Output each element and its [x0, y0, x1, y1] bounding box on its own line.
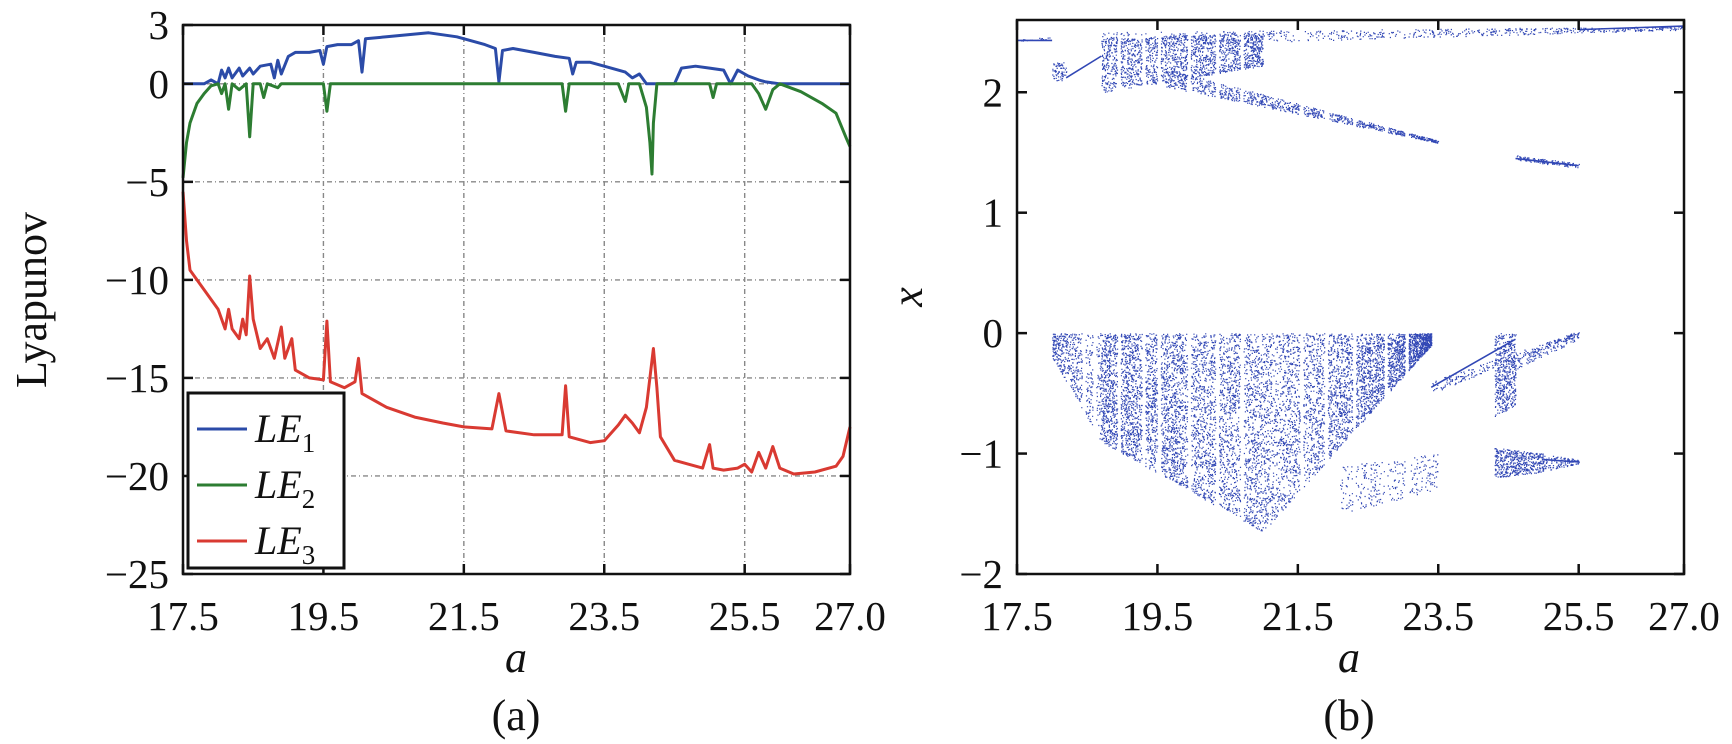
- panel-a-x-tick-label: 27.0: [814, 593, 886, 639]
- panel-a-y-tick-label: −5: [125, 159, 169, 205]
- panel-b-x-axis-title: a: [1338, 633, 1360, 682]
- panel-a-x-tick-label: 19.5: [288, 593, 360, 639]
- panel-a-y-tick-label: 0: [149, 61, 170, 107]
- bifurcation-branch: [1065, 55, 1102, 79]
- panel-a-y-tick-label: −25: [105, 551, 169, 597]
- series-line-le1: [183, 31, 850, 86]
- legend-box: [186, 391, 346, 570]
- bifurcation-branch: [1515, 157, 1579, 167]
- panel-b-y-tick-label: 0: [983, 310, 1004, 356]
- panel-a-y-axis-title: Lyapunov: [7, 212, 56, 388]
- bifurcation-points: [1020, 26, 1685, 532]
- series-line-le3: [181, 191, 852, 476]
- panel-a-legend: LE1 LE2 LE3: [186, 391, 346, 570]
- panel-a-y-tick-label: −20: [105, 453, 169, 499]
- panel-a-y-tick-label: 3: [149, 2, 170, 48]
- panel-b-x-tick-label: 23.5: [1402, 593, 1474, 639]
- panel-b-x-tick-label: 17.5: [981, 593, 1053, 639]
- panel-b-y-tick-label: 1: [983, 190, 1004, 236]
- panel-a-caption: (a): [492, 691, 541, 740]
- panel-a-y-tick-label: −10: [105, 257, 169, 303]
- panel-a-x-tick-label: 21.5: [428, 593, 500, 639]
- panel-b-y-tick-label: 2: [983, 69, 1004, 115]
- panel-b-caption: (b): [1323, 691, 1374, 740]
- panel-b-bifurcation-chart: 17.5 19.5 21.5 23.5 25.5 27.0 2 1 0 −1 −2 x a (b): [883, 18, 1720, 740]
- panel-a-ticks: 17.5 19.5 21.5 23.5 25.5 27.0 3 0 −5 −10 −15 −20 −25: [105, 2, 886, 639]
- legend-label-le1: LE1: [254, 406, 315, 458]
- series-line-le2: [181, 82, 852, 179]
- panel-b-x-tick-label: 19.5: [1122, 593, 1194, 639]
- bifurcation-branch: [1430, 338, 1516, 389]
- legend-label-le2: LE2: [254, 462, 315, 514]
- panel-b-x-tick-label: 21.5: [1262, 593, 1334, 639]
- panel-b-y-tick-label: −2: [959, 551, 1003, 597]
- bifurcation-branch: [1543, 458, 1579, 463]
- bifurcation-branch: [1578, 25, 1685, 31]
- panel-a-x-axis-title: a: [505, 633, 527, 682]
- panel-b-x-tick-label: 25.5: [1543, 593, 1615, 639]
- panel-a-series-lines: [181, 31, 852, 476]
- panel-b-plot-frame: [1015, 18, 1686, 576]
- panel-b-ticks: 17.5 19.5 21.5 23.5 25.5 27.0 2 1 0 −1 −2: [959, 20, 1720, 639]
- panel-b-scatter-points: [1017, 25, 1685, 532]
- panel-a-lyapunov-chart: 17.5 19.5 21.5 23.5 25.5 27.0 3 0 −5 −10 −15 −20 −25…: [7, 2, 886, 740]
- panel-a-y-tick-label: −15: [105, 355, 169, 401]
- panel-a-x-tick-label: 17.5: [147, 593, 219, 639]
- panel-a-plot-frame: [181, 23, 852, 576]
- panel-b-y-axis-title: x: [883, 287, 932, 308]
- legend-label-le3: LE3: [254, 518, 315, 570]
- panel-a-x-tick-label: 23.5: [568, 593, 640, 639]
- panel-b-y-tick-label: −1: [959, 431, 1003, 477]
- panel-b-x-tick-label: 27.0: [1648, 593, 1720, 639]
- panel-a-x-tick-label: 25.5: [709, 593, 781, 639]
